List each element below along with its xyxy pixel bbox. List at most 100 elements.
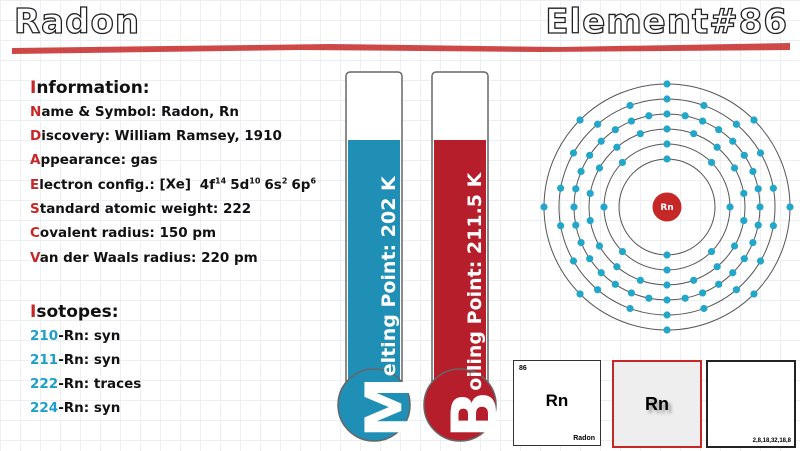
electron — [749, 167, 757, 176]
brush-underline — [12, 43, 790, 54]
electron — [732, 286, 741, 294]
nucleus — [651, 191, 683, 223]
electron — [540, 203, 548, 211]
electron — [663, 251, 671, 259]
card-symbol: Rn — [747, 397, 755, 403]
isotope: 222-Rn: traces — [30, 376, 141, 392]
electron — [577, 238, 585, 247]
isotope: 211-Rn: syn — [30, 352, 120, 368]
isotope-mass: 224 — [30, 400, 59, 416]
electron — [569, 149, 578, 157]
electron — [645, 112, 653, 120]
isotope-text: -Rn: syn — [58, 352, 121, 368]
electron — [707, 158, 716, 167]
electron — [576, 116, 584, 124]
electron — [663, 140, 671, 148]
electron — [681, 112, 689, 120]
orbital-electrons: 2 — [281, 176, 288, 185]
melting-point: Melting Point: 202 K — [352, 176, 425, 438]
bulb — [337, 368, 411, 442]
electron — [595, 164, 604, 172]
info-line: Name & Symbol: Radon, Rn — [30, 104, 239, 120]
orbitals: 4f14 5d10 6s2 6p6 — [196, 176, 317, 193]
electron — [715, 126, 723, 134]
electron — [663, 95, 671, 103]
electron — [663, 125, 671, 133]
electron — [597, 269, 605, 277]
electron — [756, 203, 764, 211]
electron — [698, 289, 707, 297]
electron — [618, 158, 627, 167]
electron — [613, 143, 621, 151]
electron — [756, 257, 765, 265]
electron — [627, 117, 636, 125]
electron — [756, 149, 765, 157]
electron — [586, 216, 594, 225]
bohr-model: Rn — [540, 80, 794, 334]
info-line: Electron config.: [Xe] 4f14 5d10 6s2 6p6 — [30, 176, 316, 193]
orbital-electrons: 6 — [310, 176, 317, 185]
electron — [611, 126, 619, 134]
electron — [557, 222, 565, 230]
orbital-electrons: 14 — [215, 176, 227, 185]
electron — [700, 101, 708, 110]
electron — [690, 276, 698, 284]
isotope-text: -Rn: syn — [58, 328, 121, 344]
electron — [786, 203, 794, 211]
info-line: Discovery: William Ramsey, 1910 — [30, 128, 282, 144]
orbital: 6p — [291, 176, 311, 193]
electron — [557, 184, 565, 192]
electron — [611, 280, 619, 288]
electron — [636, 130, 644, 138]
electron — [613, 263, 621, 271]
electron — [663, 326, 671, 334]
electron — [586, 189, 594, 198]
electron — [626, 101, 634, 110]
isotope-mass: 210 — [30, 328, 59, 344]
orbital-electrons: 10 — [249, 176, 261, 185]
electron — [769, 222, 777, 230]
card-name: Radon — [573, 435, 595, 442]
card: Rn — [612, 360, 702, 448]
electron — [593, 120, 602, 128]
electron — [700, 304, 708, 313]
orbital: 6s — [264, 176, 282, 193]
electron — [645, 294, 653, 302]
electron — [663, 296, 671, 304]
liquid — [348, 140, 400, 410]
electron — [729, 137, 737, 145]
electron — [586, 255, 594, 263]
orbital: 4f — [199, 176, 216, 193]
electron — [740, 255, 748, 263]
card-number: 86 — [519, 365, 527, 372]
electron — [593, 286, 602, 294]
electron — [627, 289, 636, 297]
electron — [690, 130, 698, 138]
electron — [663, 281, 671, 289]
card: Rn 2,8,18,32,18,8 — [706, 360, 796, 448]
electron — [663, 311, 671, 319]
card-shells: 2,8,18,32,18,8 — [752, 438, 791, 444]
isotope: 224-Rn: syn — [30, 400, 120, 416]
electron — [618, 247, 627, 256]
electron — [698, 117, 707, 125]
liquid — [434, 140, 486, 410]
electron — [663, 80, 671, 88]
electron — [595, 242, 604, 250]
isotope: 210-Rn: syn — [30, 328, 120, 344]
info-line: Appearance: gas — [30, 152, 158, 168]
electron — [740, 151, 748, 159]
electron — [713, 143, 721, 151]
electron — [577, 167, 585, 176]
isotope-text: -Rn: syn — [58, 400, 121, 416]
electron — [586, 151, 594, 159]
electron — [663, 110, 671, 118]
electron — [750, 116, 758, 124]
title: Radon — [13, 1, 141, 42]
electron — [636, 276, 644, 284]
isotopes-heading: Isotopes: — [30, 302, 119, 322]
electron — [681, 294, 689, 302]
electron — [730, 242, 739, 250]
info-line: Covalent radius: 150 pm — [30, 225, 217, 241]
